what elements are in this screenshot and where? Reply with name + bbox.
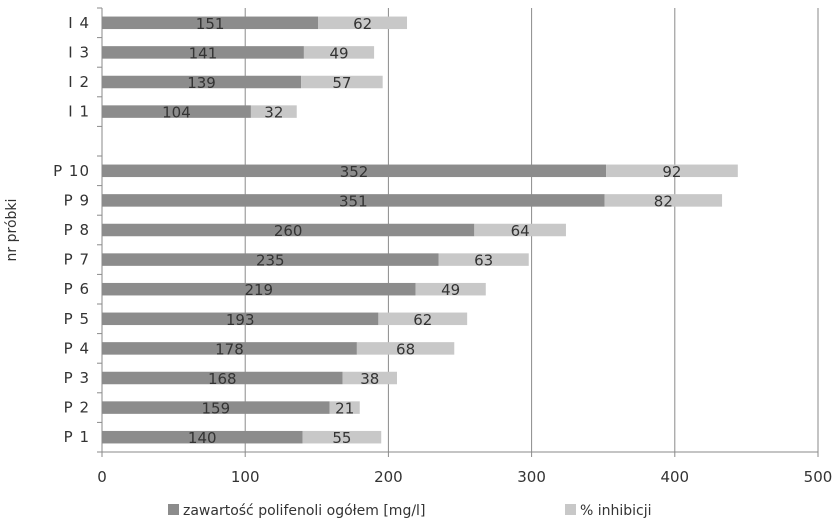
data-label: 32 — [264, 104, 283, 122]
legend-swatch — [168, 504, 179, 515]
x-tick-label: 500 — [804, 468, 833, 486]
data-label: 260 — [274, 222, 303, 240]
legend-label: zawartość polifenoli ogółem [mg/l] — [183, 503, 425, 519]
legend: zawartość polifenoli ogółem [mg/l] % inhi… — [168, 503, 652, 519]
data-label: 139 — [187, 74, 216, 92]
x-tick-label: 400 — [660, 468, 689, 486]
y-axis-label: nr próbki — [4, 199, 20, 262]
category-label: P 2 — [64, 399, 90, 417]
bar-inhibicja — [606, 164, 738, 178]
bar-inhibicja — [250, 105, 297, 118]
x-tick-label: 0 — [97, 468, 107, 486]
data-label: 49 — [329, 44, 348, 62]
category-label: P 1 — [64, 428, 90, 446]
category-label: P 5 — [64, 310, 90, 328]
bar-inhibicja — [318, 16, 408, 30]
data-label: 64 — [511, 222, 530, 240]
data-label: 38 — [360, 370, 379, 388]
bar-inhibicja — [301, 75, 383, 89]
bar-polifenole — [102, 16, 319, 30]
bar-polifenole — [102, 430, 303, 444]
bar-inhibicja — [378, 312, 468, 326]
bar-inhibicja — [356, 342, 455, 355]
bar-inhibicja — [438, 253, 529, 266]
category-label: P 4 — [64, 339, 90, 357]
category-label: P 9 — [64, 191, 90, 209]
data-label: 92 — [662, 163, 681, 181]
bar-inhibicja — [604, 194, 723, 207]
category-labels: I 4 I 3 I 2 I 1 P 10 P 9 P 8 P 7 P 6 P 5 P 4 P 3 P 2… — [53, 14, 90, 446]
data-label: 193 — [226, 311, 255, 329]
data-label: 49 — [441, 281, 460, 299]
bar-polifenole — [102, 164, 607, 178]
x-tick-labels: 0 100 200 300 400 500 — [97, 468, 832, 486]
data-label: 62 — [413, 311, 432, 329]
data-label: 235 — [256, 252, 285, 270]
legend-label: % inhibicji — [580, 503, 652, 519]
bar-inhibicja — [329, 401, 360, 414]
bar-polifenole — [102, 194, 605, 207]
x-tick-label: 100 — [231, 468, 260, 486]
data-label: 63 — [474, 252, 493, 270]
category-label: I 1 — [68, 103, 90, 121]
category-label: I 2 — [68, 73, 90, 91]
x-tick-label: 300 — [517, 468, 546, 486]
axes — [97, 7, 819, 457]
legend-swatch — [565, 504, 576, 515]
data-label: 68 — [396, 340, 415, 358]
category-label: P 6 — [64, 280, 90, 298]
bar-inhibicja — [474, 223, 566, 237]
data-label: 351 — [339, 192, 368, 210]
bar-inhibicja — [342, 371, 397, 385]
data-labels: 151 62 141 49 139 57 104 32 352 92 351 82 260 64 235 63… — [162, 15, 681, 447]
category-label: P 3 — [64, 369, 90, 387]
data-label: 141 — [189, 44, 218, 62]
bars — [102, 16, 738, 444]
data-label: 219 — [244, 281, 273, 299]
data-label: 21 — [335, 400, 354, 418]
bar-polifenole — [102, 282, 416, 296]
category-label: P 8 — [64, 221, 90, 239]
data-label: 104 — [162, 104, 191, 122]
bar-inhibicja — [303, 46, 375, 59]
category-label: P 10 — [53, 162, 90, 180]
bar-inhibicja — [302, 430, 382, 444]
data-label: 140 — [188, 429, 217, 447]
data-label: 82 — [654, 192, 673, 210]
data-label: 62 — [353, 15, 372, 33]
bar-inhibicja — [415, 282, 486, 296]
x-tick-label: 200 — [374, 468, 403, 486]
bar-polifenole — [102, 223, 475, 237]
bar-polifenole — [102, 401, 330, 414]
bar-polifenole — [102, 342, 357, 355]
data-label: 178 — [215, 340, 244, 358]
category-label: I 4 — [68, 14, 90, 32]
category-label: P 7 — [64, 251, 90, 269]
category-label: I 3 — [68, 43, 90, 61]
data-label: 159 — [202, 400, 231, 418]
bar-polifenole — [102, 371, 343, 385]
bar-polifenole — [102, 253, 439, 266]
bar-polifenole — [102, 46, 304, 59]
data-label: 168 — [208, 370, 237, 388]
data-label: 352 — [340, 163, 369, 181]
data-label: 57 — [332, 74, 351, 92]
data-label: 55 — [332, 429, 351, 447]
bar-polifenole — [102, 105, 251, 118]
bar-polifenole — [102, 312, 379, 326]
data-label: 151 — [196, 15, 225, 33]
bar-polifenole — [102, 75, 302, 89]
